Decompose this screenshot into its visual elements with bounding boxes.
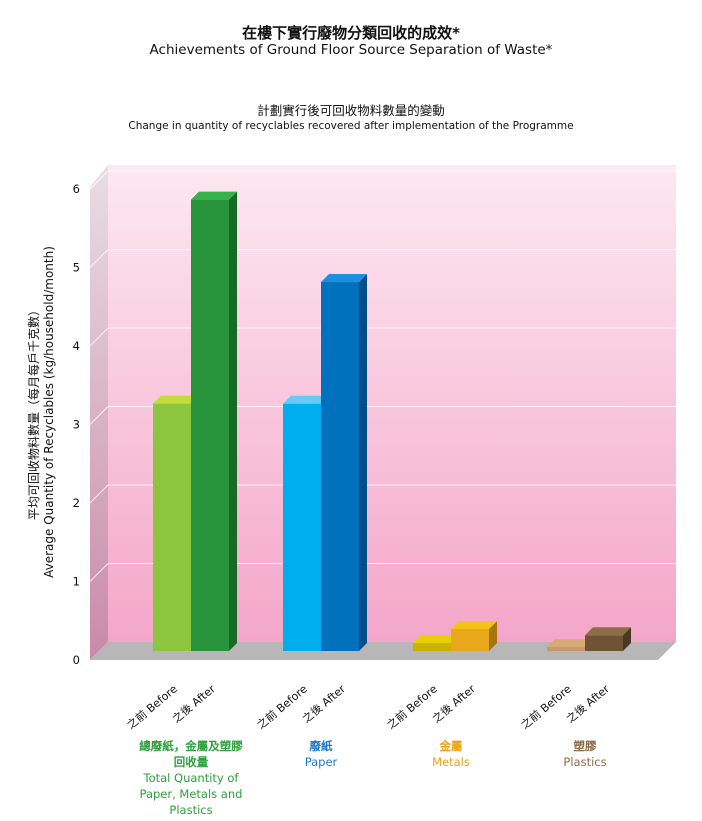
category-label-zh: 塑膠: [573, 739, 597, 753]
bar-after-side: [623, 627, 631, 651]
y-tick-label: 4: [73, 339, 80, 353]
bar-before-front: [153, 403, 191, 651]
x-bar-label: 之後 After: [429, 681, 478, 725]
chart-title-en: Achievements of Ground Floor Source Sepa…: [149, 42, 553, 58]
y-axis-title: 平均可回收物料數量（每月每戶千克數） Average Quantity of R…: [26, 246, 56, 578]
bar-after-top: [451, 621, 497, 630]
y-axis-label-zh: 平均可回收物料數量（每月每戶千克數）: [26, 304, 41, 520]
x-bar-label: 之前 Before: [384, 681, 440, 731]
x-bar-label: 之前 Before: [518, 681, 574, 731]
y-tick-label: 0: [73, 653, 80, 667]
x-bar-label: 之後 After: [299, 681, 348, 725]
category-label-en: Plastics: [563, 755, 607, 769]
bar-after: [585, 627, 631, 651]
category-label-zh: 金屬: [439, 739, 463, 753]
category-label: 廢紙 Paper: [251, 738, 391, 770]
bar-after-front: [585, 635, 623, 651]
chart-subtitle-en: Change in quantity of recyclables recove…: [128, 120, 574, 132]
bar-before-front: [547, 647, 585, 651]
bar-before-front: [283, 403, 321, 651]
bar-before-front: [413, 643, 451, 651]
bar-before-top: [413, 635, 459, 644]
category-label-en: Metals: [432, 755, 470, 769]
bar-after-top: [585, 627, 631, 636]
y-tick-label: 5: [73, 261, 80, 275]
y-tick-label: 1: [73, 575, 80, 589]
y-axis: 0 1 2 3 4 5 6: [73, 182, 80, 667]
bar-after-side: [229, 191, 237, 651]
category-label-en: Paper: [304, 755, 338, 769]
y-tick-label: 3: [73, 418, 80, 432]
gridline-side: [89, 249, 109, 268]
bar-after: [321, 274, 367, 651]
y-axis-label-en: Average Quantity of Recyclables (kg/hous…: [42, 246, 56, 578]
bar-after-side: [489, 621, 497, 651]
bar-before-top: [153, 395, 199, 404]
category-label-en: Total Quantity of Paper, Metals and Plas…: [139, 771, 243, 817]
category-label-zh: 廢紙: [309, 739, 333, 753]
x-bar-label: 之前 Before: [254, 681, 310, 731]
plot-side-wall: [90, 165, 108, 660]
gridline-side: [89, 484, 109, 504]
bar-after-front: [321, 282, 359, 651]
category-label: 總廢紙，金屬及塑膠回收量 Total Quantity of Paper, Met…: [121, 738, 261, 818]
bar-after-side: [359, 274, 367, 651]
category-label-zh: 總廢紙，金屬及塑膠回收量: [139, 739, 243, 769]
x-bar-label: 之前 Before: [124, 681, 180, 731]
gridline-side: [89, 170, 109, 190]
gridline-side: [89, 563, 109, 582]
category-label: 塑膠 Plastics: [515, 738, 655, 770]
bars: [153, 191, 631, 651]
bar-after-front: [451, 629, 489, 651]
y-tick-label: 6: [73, 182, 80, 196]
bar-after: [191, 191, 237, 651]
bar-before-top: [283, 395, 329, 404]
gridline-side: [89, 406, 109, 425]
plot-floor: [90, 642, 676, 660]
bar-after-front: [191, 199, 229, 651]
chart-subtitle-zh: 計劃實行後可回收物料數量的變動: [257, 103, 445, 118]
x-bar-label: 之後 After: [169, 681, 218, 725]
x-bar-label: 之後 After: [563, 681, 612, 725]
category-label: 金屬 Metals: [381, 738, 521, 770]
bar-after: [451, 621, 497, 651]
chart-title-zh: 在樓下實行廢物分類回收的成效*: [242, 24, 460, 42]
bar-after-top: [191, 191, 237, 200]
y-tick-label: 2: [73, 496, 80, 510]
gridline-side: [89, 327, 109, 347]
bar-after-top: [321, 274, 367, 283]
bar-before-top: [547, 639, 593, 648]
